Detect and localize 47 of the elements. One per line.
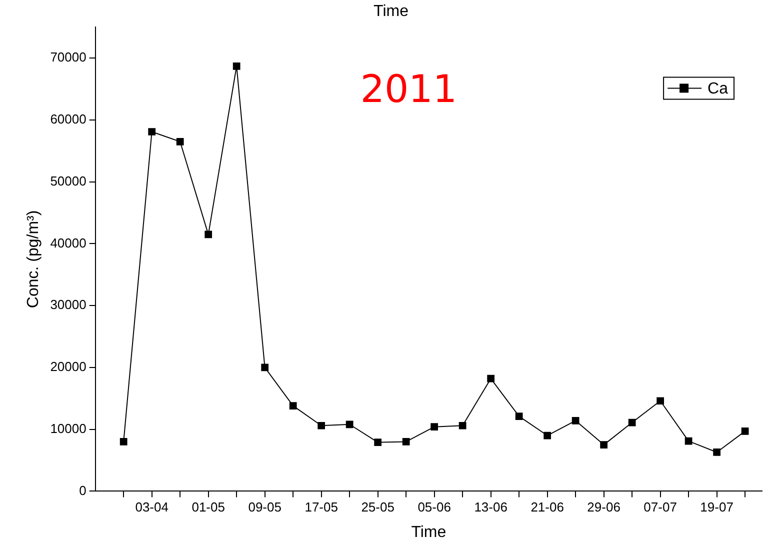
x-tick-label: 29-06 [587,500,620,515]
y-axis-title: Conc. (pg/m³) [25,210,42,308]
x-tick-label: 07-07 [644,500,677,515]
y-tick-label: 10000 [50,420,86,436]
point [374,438,382,446]
chart-title: Time [374,3,409,20]
point [684,437,692,445]
point [232,62,240,70]
point [600,441,608,448]
point [487,374,495,382]
y-tick-label: 40000 [50,235,86,250]
point [402,438,410,446]
y-tick-label: 50000 [50,173,86,188]
x-tick-label: 17-05 [304,500,338,515]
point [430,423,438,431]
point [628,418,636,426]
point [148,128,156,136]
point [204,230,212,238]
point [289,402,297,410]
x-tick-label: 25-05 [361,500,394,515]
point [261,364,269,372]
point [346,420,354,428]
point [176,138,184,146]
x-tick-label: 19-07 [700,500,734,515]
y-tick-label: 30000 [50,297,86,312]
annotation: 2011 [360,67,458,112]
point [120,438,128,446]
point [572,416,580,424]
point [318,422,326,430]
point [515,412,523,420]
point [741,428,749,435]
legend-label: Ca [708,80,728,98]
x-tick-label: 21-06 [530,500,564,515]
y-tick-label: 0 [79,482,86,498]
x-tick-label: 05-06 [418,500,451,515]
x-tick-label: 09-05 [248,500,282,515]
y-tick-label: 60000 [50,112,86,127]
point [458,422,466,430]
y-tick-label: 70000 [50,50,86,65]
point [544,432,551,440]
point [656,397,664,405]
x-tick-label: 03-04 [135,500,168,515]
x-axis-title: Time [411,524,446,541]
x-tick-label: 13-06 [474,500,508,515]
y-tick-label: 20000 [50,359,86,374]
point [713,448,720,456]
x-tick-label: 01-05 [192,500,225,515]
